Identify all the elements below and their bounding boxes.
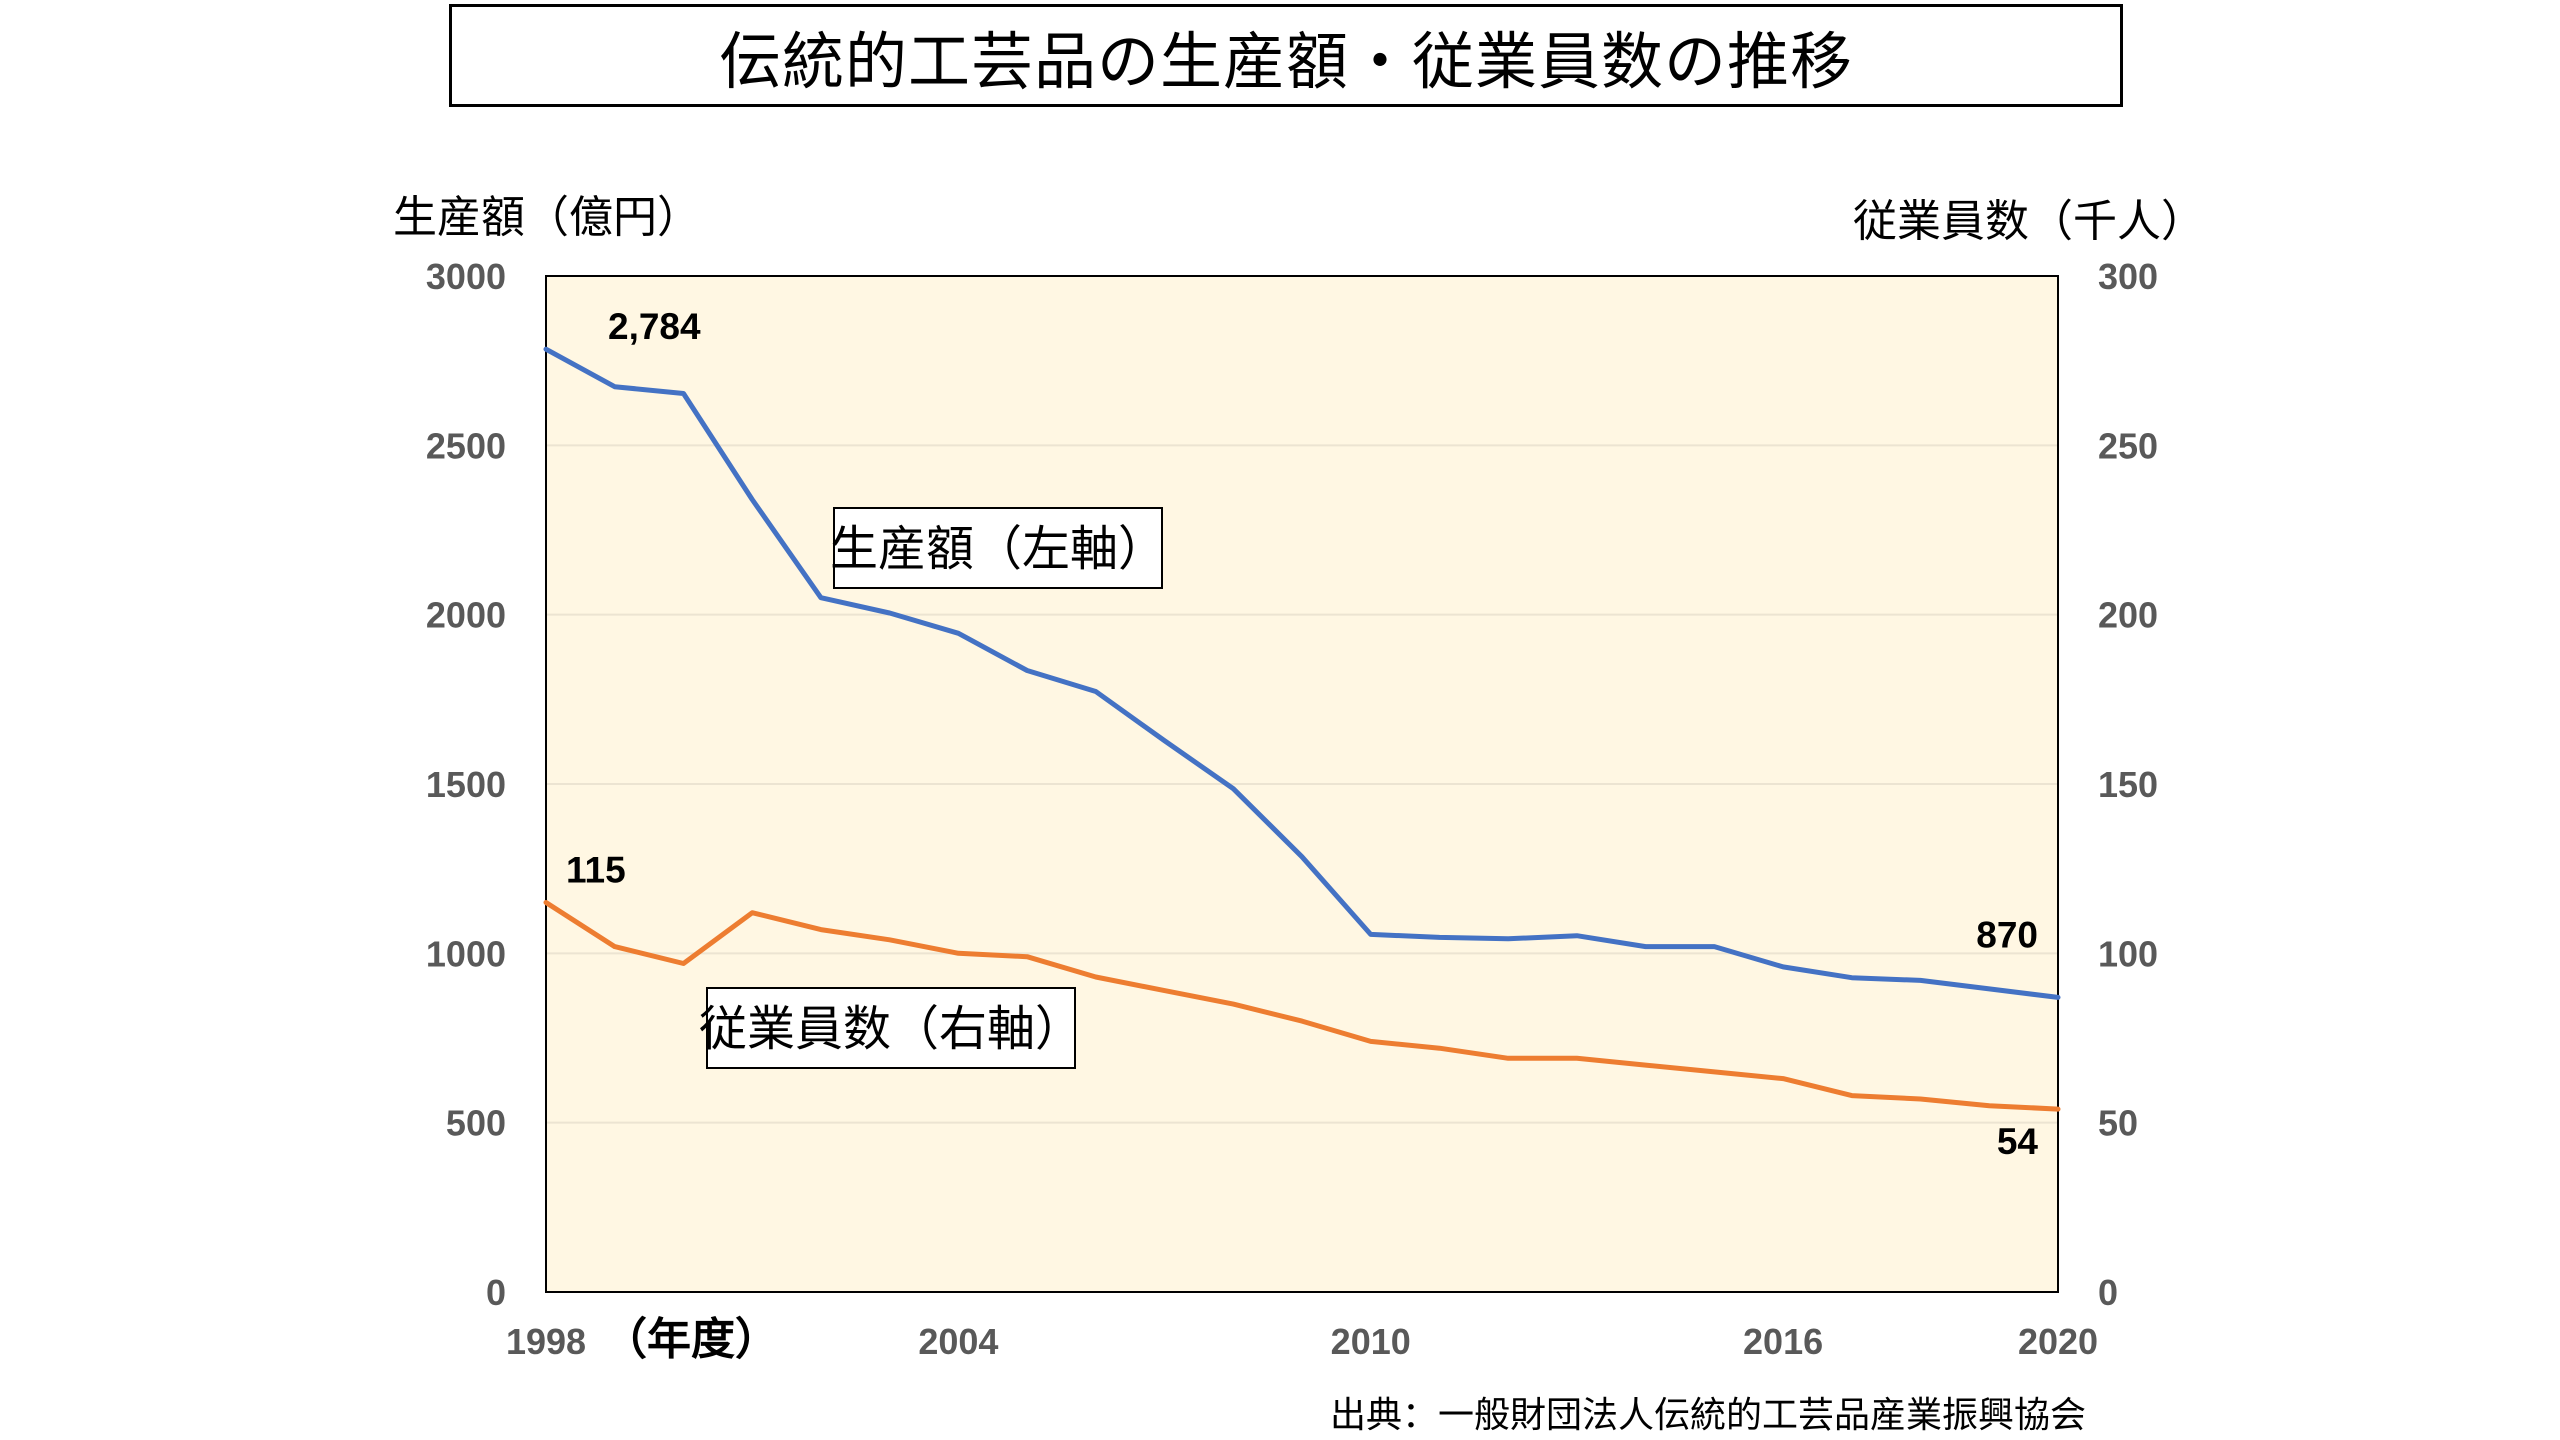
series-label: 生産額（左軸） [830,521,1166,577]
series-line-1 [543,900,2061,1112]
right-axis-title: 従業員数（千人） [1853,196,2205,247]
data-label: 115 [566,850,626,891]
series-lines [543,346,2061,1112]
left-tick-label: 500 [446,1103,506,1144]
left-tick-label: 2000 [426,595,506,636]
left-axis-ticks: 0 500 1000 1500 2000 2500 3000 [426,256,506,1313]
right-axis-ticks: 0 50 100 150 200 250 300 [2098,256,2158,1313]
series-label-box [833,507,1163,589]
series-label-boxes: 生産額（左軸） 従業員数（右軸） [699,507,1166,1069]
right-tick-label: 0 [2098,1272,2118,1313]
source-note: 出典：一般財団法人伝統的工芸品産業振興協会 [1330,1395,2086,1436]
x-tick-label: 2010 [1331,1321,1411,1362]
x-tick-label: 1998 [506,1321,586,1362]
gridlines [546,444,2058,1124]
right-tick-label: 150 [2098,764,2158,805]
left-tick-label: 1500 [426,764,506,805]
series-label: 従業員数（右軸） [699,1001,1083,1057]
data-label: 870 [1976,914,2038,955]
right-tick-label: 100 [2098,933,2158,974]
data-label: 54 [1997,1121,2039,1162]
x-tick-label: 2004 [918,1321,998,1362]
plot-frame [545,275,2059,1293]
series-label-box [706,987,1076,1069]
data-labels: 2,784 870 115 54 [566,306,2038,1162]
right-tick-label: 300 [2098,256,2158,297]
x-tick-label: 2016 [1743,1321,1823,1362]
data-label: 2,784 [608,306,701,347]
x-tick-label: 2020 [2018,1321,2098,1362]
right-tick-label: 250 [2098,425,2158,466]
left-tick-label: 3000 [426,256,506,297]
right-tick-label: 50 [2098,1103,2138,1144]
series-line-0 [543,346,2061,1000]
left-tick-label: 0 [486,1272,506,1313]
x-axis-unit-label: （年度） [603,1314,779,1365]
left-tick-label: 2500 [426,425,506,466]
x-axis-ticks: 1998 2004 2010 2016 2020 [506,1321,2098,1362]
left-tick-label: 1000 [426,933,506,974]
left-axis-title: 生産額（億円） [393,192,701,243]
right-tick-label: 200 [2098,595,2158,636]
chart-title: 伝統的工芸品の生産額・従業員数の推移 [449,4,2123,107]
